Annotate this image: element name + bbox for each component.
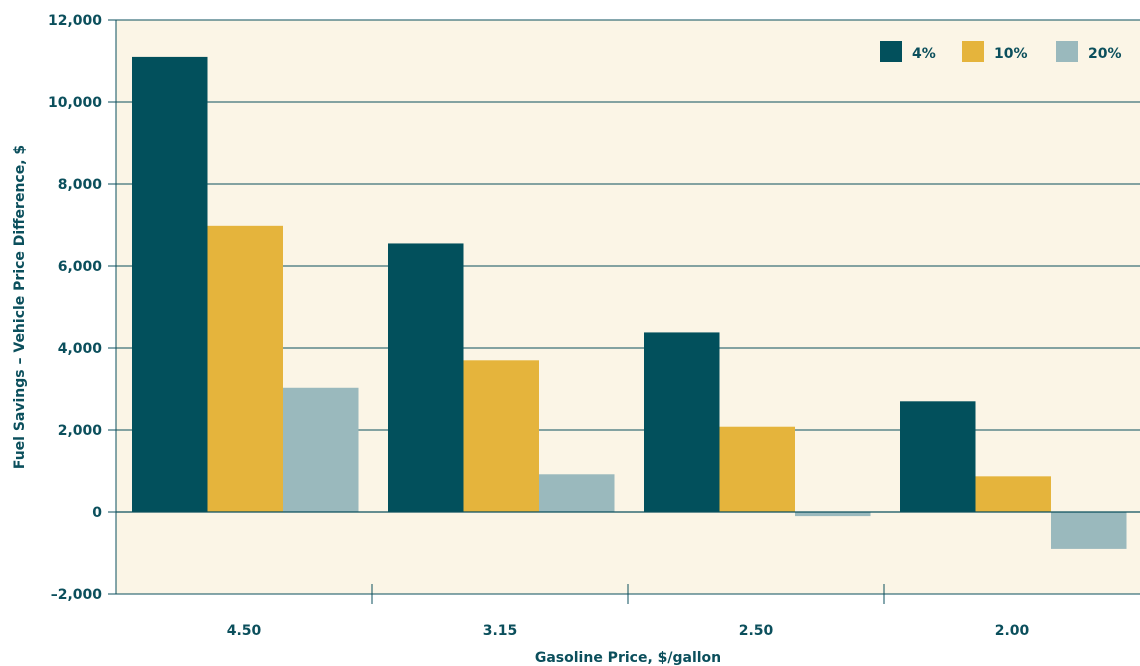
legend-label: 4% bbox=[912, 46, 936, 62]
bar bbox=[975, 476, 1051, 512]
bar bbox=[132, 56, 208, 513]
x-tick-label: 4.50 bbox=[227, 623, 262, 639]
bar bbox=[463, 360, 539, 512]
bar bbox=[539, 474, 615, 512]
y-tick-labels: –2,000 0 2,000 4,000 6,000 8,000 10,000 12,000 bbox=[48, 13, 102, 603]
y-tick-label: 2,000 bbox=[58, 423, 103, 439]
bar bbox=[283, 387, 359, 512]
x-axis-title: Gasoline Price, $/gallon bbox=[535, 650, 721, 666]
bar bbox=[1051, 512, 1127, 549]
legend: 4% 10% 20% bbox=[880, 41, 1122, 62]
y-tick-label: –2,000 bbox=[51, 587, 103, 603]
legend-label: 20% bbox=[1088, 46, 1122, 62]
y-tick-label: 12,000 bbox=[48, 13, 102, 29]
bar bbox=[207, 225, 283, 512]
bar bbox=[795, 512, 871, 517]
x-tick-labels: 4.50 3.15 2.50 2.00 bbox=[227, 623, 1030, 639]
bars bbox=[132, 56, 1127, 549]
bar bbox=[719, 426, 795, 512]
legend-swatch bbox=[880, 41, 902, 62]
legend-label: 10% bbox=[994, 46, 1028, 62]
legend-swatch bbox=[962, 41, 984, 62]
bar bbox=[900, 401, 976, 512]
y-axis-title: Fuel Savings – Vehicle Price Difference,… bbox=[12, 145, 28, 469]
x-tick-label: 3.15 bbox=[483, 623, 518, 639]
y-tick-label: 10,000 bbox=[48, 95, 102, 111]
x-tick-label: 2.50 bbox=[739, 623, 774, 639]
y-tick-label: 8,000 bbox=[58, 177, 103, 193]
legend-swatch bbox=[1056, 41, 1078, 62]
axes bbox=[108, 19, 1140, 604]
x-tick-label: 2.00 bbox=[995, 623, 1030, 639]
y-tick-label: 4,000 bbox=[58, 341, 103, 357]
bar bbox=[644, 332, 720, 512]
y-tick-label: 0 bbox=[92, 505, 102, 521]
y-tick-label: 6,000 bbox=[58, 259, 103, 275]
bar bbox=[388, 243, 464, 512]
